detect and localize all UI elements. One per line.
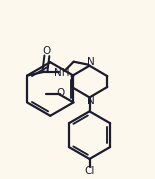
Text: N: N: [87, 57, 94, 67]
Text: O: O: [43, 46, 51, 56]
Text: Cl: Cl: [84, 166, 95, 176]
Text: N: N: [87, 96, 94, 106]
Text: NH: NH: [54, 68, 69, 78]
Text: O: O: [56, 88, 64, 98]
